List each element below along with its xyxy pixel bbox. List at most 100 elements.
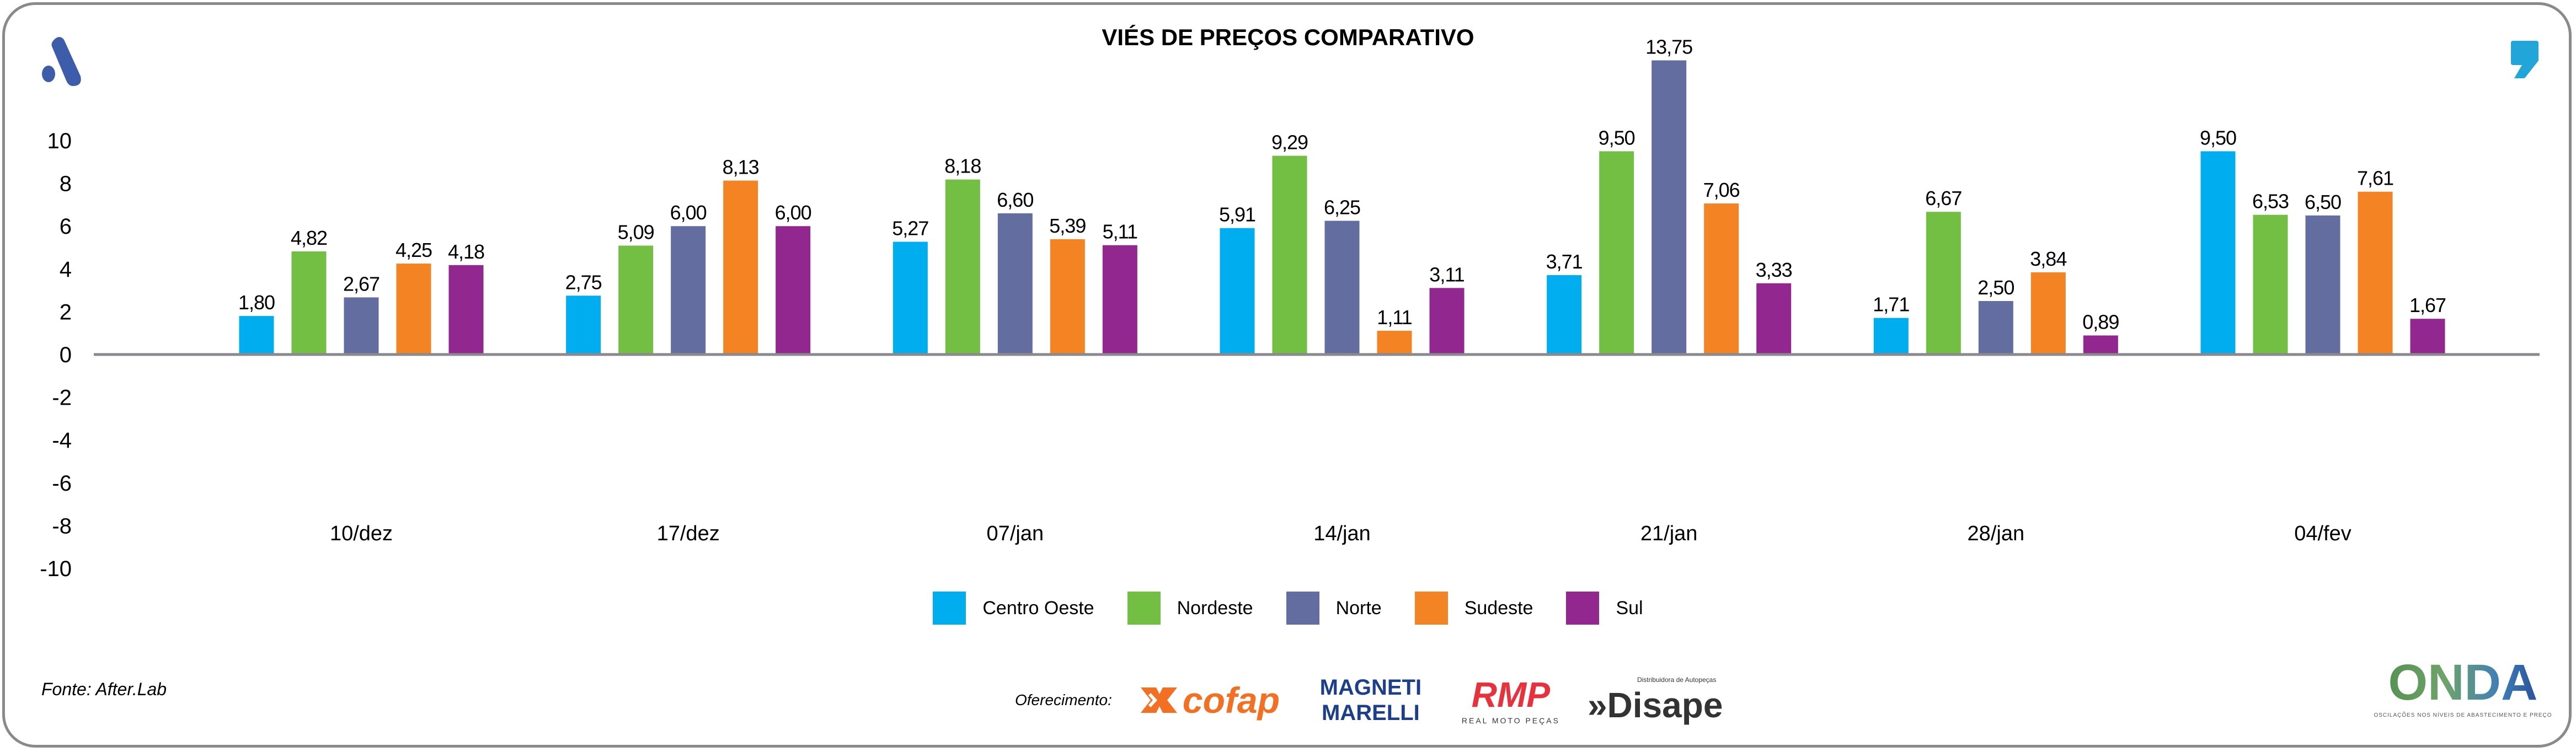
- data-label: 2,75: [565, 271, 602, 293]
- bar-sudeste: [1377, 330, 1412, 354]
- data-label: 9,50: [2200, 126, 2236, 149]
- data-label: 3,11: [1429, 263, 1464, 286]
- data-label: 1,67: [2409, 294, 2446, 316]
- cofap-logo: cofap: [1140, 679, 1280, 721]
- bar-centro-oeste: [1547, 275, 1582, 354]
- legend-label: Centro Oeste: [982, 597, 1094, 619]
- cofap-text: cofap: [1182, 680, 1280, 721]
- legend-item: Norte: [1286, 592, 1382, 625]
- x-category-label: 14/jan: [1313, 522, 1371, 545]
- bar-sul: [776, 226, 811, 354]
- x-category-label: 07/jan: [987, 522, 1044, 545]
- bar-centro-oeste: [239, 316, 274, 354]
- bar-norte: [1978, 301, 2013, 354]
- sponsors-bar: Oferecimento: cofap MAGNETI MARELLI RMP …: [1015, 667, 1723, 733]
- data-label: 3,33: [1756, 259, 1792, 281]
- y-tick-label: 0: [60, 343, 72, 367]
- onda-subtitle: OSCILAÇÕES NOS NÍVEIS DE ABASTECIMENTO E…: [2374, 712, 2552, 718]
- data-label: 5,39: [1049, 214, 1086, 237]
- y-tick-label: 8: [60, 172, 72, 196]
- data-label: 6,67: [1925, 187, 1962, 210]
- data-label: 8,13: [723, 156, 759, 179]
- bar-nordeste: [1926, 212, 1961, 354]
- x-category-label: 04/fev: [2294, 522, 2351, 545]
- bar-norte: [2305, 215, 2340, 354]
- data-label: 7,61: [2357, 167, 2393, 190]
- bar-norte: [997, 213, 1033, 354]
- chart-title: VIÉS DE PREÇOS COMPARATIVO: [1102, 24, 1474, 50]
- bar-nordeste: [1272, 155, 1307, 354]
- data-label: 6,00: [775, 201, 811, 224]
- chart-legend: Centro Oeste Nordeste Norte Sudeste Sul: [0, 592, 2576, 625]
- data-label: 6,25: [1324, 196, 1360, 219]
- disape-name: Disape: [1607, 685, 1723, 725]
- data-label: 5,11: [1103, 221, 1137, 243]
- y-tick-label: -10: [40, 557, 72, 581]
- data-label: 9,50: [1599, 126, 1635, 149]
- bar-sudeste: [1704, 203, 1739, 354]
- bar-sudeste: [723, 180, 758, 354]
- y-tick-label: 4: [60, 257, 72, 282]
- bar-sul: [1429, 288, 1465, 354]
- data-label: 6,60: [997, 189, 1033, 211]
- bar-nordeste: [2253, 214, 2288, 354]
- sponsor-label: Oferecimento:: [1015, 691, 1112, 708]
- bar-centro-oeste: [566, 296, 601, 354]
- legend-item: Sudeste: [1414, 592, 1533, 625]
- bar-nordeste: [291, 251, 327, 354]
- data-label: 4,82: [291, 227, 327, 249]
- bar-sul: [1756, 283, 1792, 354]
- data-label: 1,80: [238, 291, 275, 314]
- data-label: 6,00: [670, 201, 707, 224]
- legend-label: Nordeste: [1177, 597, 1253, 619]
- data-label: 1,71: [1873, 293, 1909, 316]
- x-category-label: 10/dez: [330, 522, 393, 545]
- magneti-marelli-logo: MAGNETI MARELLI: [1307, 667, 1434, 733]
- bar-sul: [2410, 319, 2445, 354]
- disape-logo: Distribuidora de Autopeças »Disape: [1588, 676, 1723, 724]
- bar-sudeste: [1050, 239, 1085, 354]
- bar-centro-oeste: [1220, 228, 1255, 354]
- data-label: 1,11: [1377, 306, 1412, 329]
- y-tick-label: -2: [52, 386, 72, 410]
- data-label: 6,50: [2305, 191, 2341, 213]
- bar-norte: [671, 226, 706, 354]
- data-label: 2,50: [1978, 276, 2014, 299]
- data-label: 6,53: [2252, 190, 2289, 213]
- bar-sudeste: [396, 264, 431, 354]
- legend-item: Centro Oeste: [933, 592, 1094, 625]
- y-tick-label: 2: [60, 300, 72, 324]
- y-tick-label: 6: [60, 214, 72, 239]
- legend-swatch: [1286, 592, 1319, 625]
- x-category-label: 28/jan: [1968, 522, 2025, 545]
- data-label: 9,29: [1271, 131, 1308, 154]
- bar-sul: [448, 265, 484, 354]
- bar-norte: [1652, 60, 1687, 354]
- y-tick-label: -6: [52, 471, 72, 496]
- rmp-logo: RMP REAL MOTO PEÇAS: [1462, 675, 1560, 725]
- bar-sul: [2083, 335, 2118, 354]
- onda-logo: ONDA OSCILAÇÕES NOS NÍVEIS DE ABASTECIME…: [2372, 656, 2554, 718]
- source-note: Fonte: After.Lab: [41, 679, 167, 699]
- bar-norte: [344, 297, 379, 354]
- bar-nordeste: [618, 245, 654, 354]
- legend-label: Sul: [1616, 597, 1643, 619]
- bar-centro-oeste: [1873, 318, 1909, 354]
- data-label: 7,06: [1703, 179, 1740, 201]
- data-label: 4,25: [396, 239, 432, 261]
- data-label: 5,27: [892, 217, 928, 240]
- disape-subtitle: Distribuidora de Autopeças: [1637, 676, 1717, 684]
- bar-sul: [1102, 245, 1137, 354]
- legend-swatch: [1566, 592, 1600, 625]
- data-label: 5,09: [618, 221, 654, 244]
- rmp-subtitle: REAL MOTO PEÇAS: [1461, 716, 1560, 725]
- disape-text: »Disape: [1587, 685, 1723, 725]
- bar-sudeste: [2030, 272, 2066, 354]
- bar-centro-oeste: [892, 241, 928, 354]
- magneti-text: MAGNETI: [1319, 675, 1422, 700]
- marelli-text: MARELLI: [1322, 701, 1420, 725]
- cofap-chevron-icon: [1140, 687, 1177, 713]
- rmp-text: RMP: [1471, 675, 1551, 715]
- bar-nordeste: [1599, 151, 1634, 354]
- x-category-label: 21/jan: [1640, 522, 1698, 545]
